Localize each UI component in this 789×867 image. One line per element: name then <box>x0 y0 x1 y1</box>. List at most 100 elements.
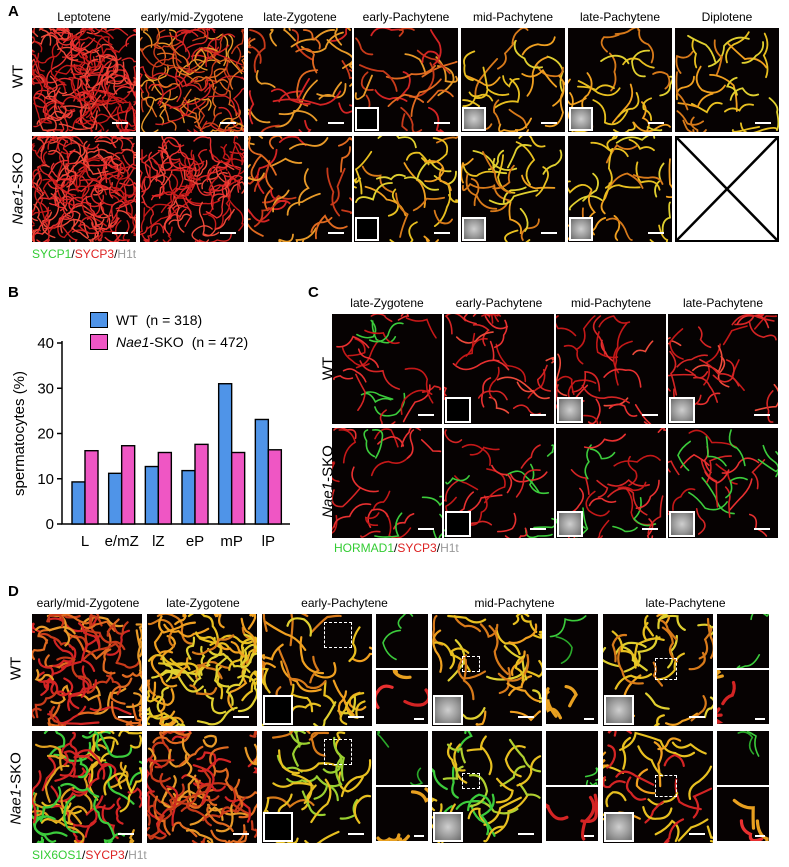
bar-wt-e/mZ <box>107 472 123 525</box>
y-tick-label: 30 <box>37 380 54 397</box>
panel-d-row-label-wt: WT <box>7 656 25 681</box>
legend-name-sko-suffix: -SKO <box>149 334 184 350</box>
stage-header: late-Pachytene <box>682 296 764 310</box>
legend-n-sko: (n = 472) <box>191 334 249 350</box>
scale-bar <box>118 833 134 835</box>
legend-item-sko: Nae1 -SKO (n = 472) <box>90 332 248 352</box>
zoom-inset-green <box>546 614 598 668</box>
h1t-inset <box>433 812 463 842</box>
zoom-region-box <box>655 658 677 680</box>
legend-name-sko-gene: Nae1 <box>116 334 150 350</box>
panel-c-row-label-sko: Nae1-SKO <box>320 422 337 542</box>
legend-sep: / <box>71 247 75 261</box>
stage-header: late-Pachytene <box>645 596 726 610</box>
scale-bar <box>414 718 424 720</box>
panel-d-label: D <box>8 583 19 600</box>
micrograph-sko <box>248 136 352 242</box>
legend-hormad1: HORMAD1 <box>334 541 395 555</box>
micrograph-sko <box>262 731 372 843</box>
stage-header: Leptotene <box>57 10 111 24</box>
y-axis-label: spermatocytes (%) <box>11 371 28 496</box>
micrograph-wt <box>248 28 352 132</box>
legend-sycp3: SYCP3 <box>397 541 437 555</box>
legend-h1t: H1t <box>128 848 147 862</box>
micrograph-wt <box>32 28 136 132</box>
micrograph-wt <box>444 314 554 424</box>
zoom-inset-red <box>376 787 428 841</box>
scale-bar <box>220 122 236 124</box>
scale-bar <box>112 232 128 234</box>
micrograph-wt <box>668 314 778 424</box>
legend-sep: / <box>124 848 129 862</box>
panel-b-label: B <box>8 284 19 301</box>
scale-bar <box>541 232 557 234</box>
micrograph-sko <box>461 136 565 242</box>
panel-a-row-label-sko-suffix: -SKO <box>9 152 27 189</box>
x-tick-label: e/mZ <box>105 533 139 550</box>
scale-bar <box>348 716 364 718</box>
zoom-inset-green <box>376 731 428 785</box>
micrograph-wt <box>140 28 244 132</box>
scale-bar <box>541 122 557 124</box>
h1t-inset <box>445 511 471 537</box>
micrograph-wt <box>332 314 442 424</box>
scale-bar <box>434 232 450 234</box>
micrograph-sko <box>444 428 554 538</box>
micrograph-sko <box>556 428 666 538</box>
micrograph-sko <box>668 428 778 538</box>
legend-h1t: H1t <box>440 541 459 555</box>
zoom-inset-red <box>546 787 598 841</box>
panel-d-channel-legend: SIX6OS1/SYCP3/H1t <box>32 848 147 862</box>
stage-header: late-Zygotene <box>263 10 337 24</box>
legend-sycp3: SYCP3 <box>74 247 115 261</box>
y-tick-label: 20 <box>37 426 54 443</box>
micrograph-sko <box>354 136 458 242</box>
micrograph-sko <box>603 731 713 843</box>
h1t-inset <box>355 107 379 131</box>
bar-wt-mP <box>217 383 233 525</box>
panel-a-channel-legend: SYCP1/SYCP3/H1t <box>32 247 136 261</box>
micrograph-sko <box>147 731 257 843</box>
bar-sko-L <box>84 449 99 525</box>
legend-sycp3: SYCP3 <box>85 848 125 862</box>
x-tick-label: lP <box>262 533 275 550</box>
bar-wt-lP <box>254 418 270 525</box>
scale-bar <box>755 122 771 124</box>
scale-bar <box>518 833 534 835</box>
micrograph-wt <box>675 28 779 132</box>
scale-bar <box>648 232 664 234</box>
scale-bar <box>754 528 770 530</box>
zoom-inset-red <box>546 670 598 724</box>
stage-header: mid-Pachytene <box>474 596 555 610</box>
zoom-region-box <box>655 775 677 797</box>
stage-header: early/mid-Zygotene <box>140 10 244 24</box>
micrograph-sko <box>32 731 142 843</box>
panel-a-row-label-sko: Nae1-SKO <box>10 129 27 249</box>
scale-bar <box>754 414 770 416</box>
scale-bar <box>434 122 450 124</box>
zoom-inset-red <box>717 787 769 841</box>
scale-bar <box>118 716 134 718</box>
bar-wt-eP <box>181 469 196 525</box>
h1t-inset <box>462 107 486 131</box>
scale-bar <box>689 833 705 835</box>
micrograph-wt <box>354 28 458 132</box>
scale-bar <box>418 414 434 416</box>
legend-n-wt: (n = 318) <box>145 312 203 328</box>
micrograph-wt <box>568 28 672 132</box>
scale-bar <box>518 716 534 718</box>
x-tick-label: eP <box>186 533 204 550</box>
h1t-inset <box>445 397 471 423</box>
legend-h1t: H1t <box>117 247 137 261</box>
bar-sko-lP <box>267 449 283 525</box>
micrograph-wt <box>32 614 142 726</box>
h1t-inset <box>569 107 593 131</box>
scale-bar <box>755 718 765 720</box>
legend-sep: / <box>394 541 398 555</box>
zoom-inset-green <box>376 614 428 668</box>
h1t-inset <box>263 695 293 725</box>
panel-a-row-label-wt: WT <box>9 64 27 89</box>
panel-d-row-label-sko-gene: Nae1 <box>7 788 25 825</box>
panel-c-row-label-sko-gene: Nae1 <box>319 481 337 518</box>
bar-wt-lZ <box>144 465 160 525</box>
